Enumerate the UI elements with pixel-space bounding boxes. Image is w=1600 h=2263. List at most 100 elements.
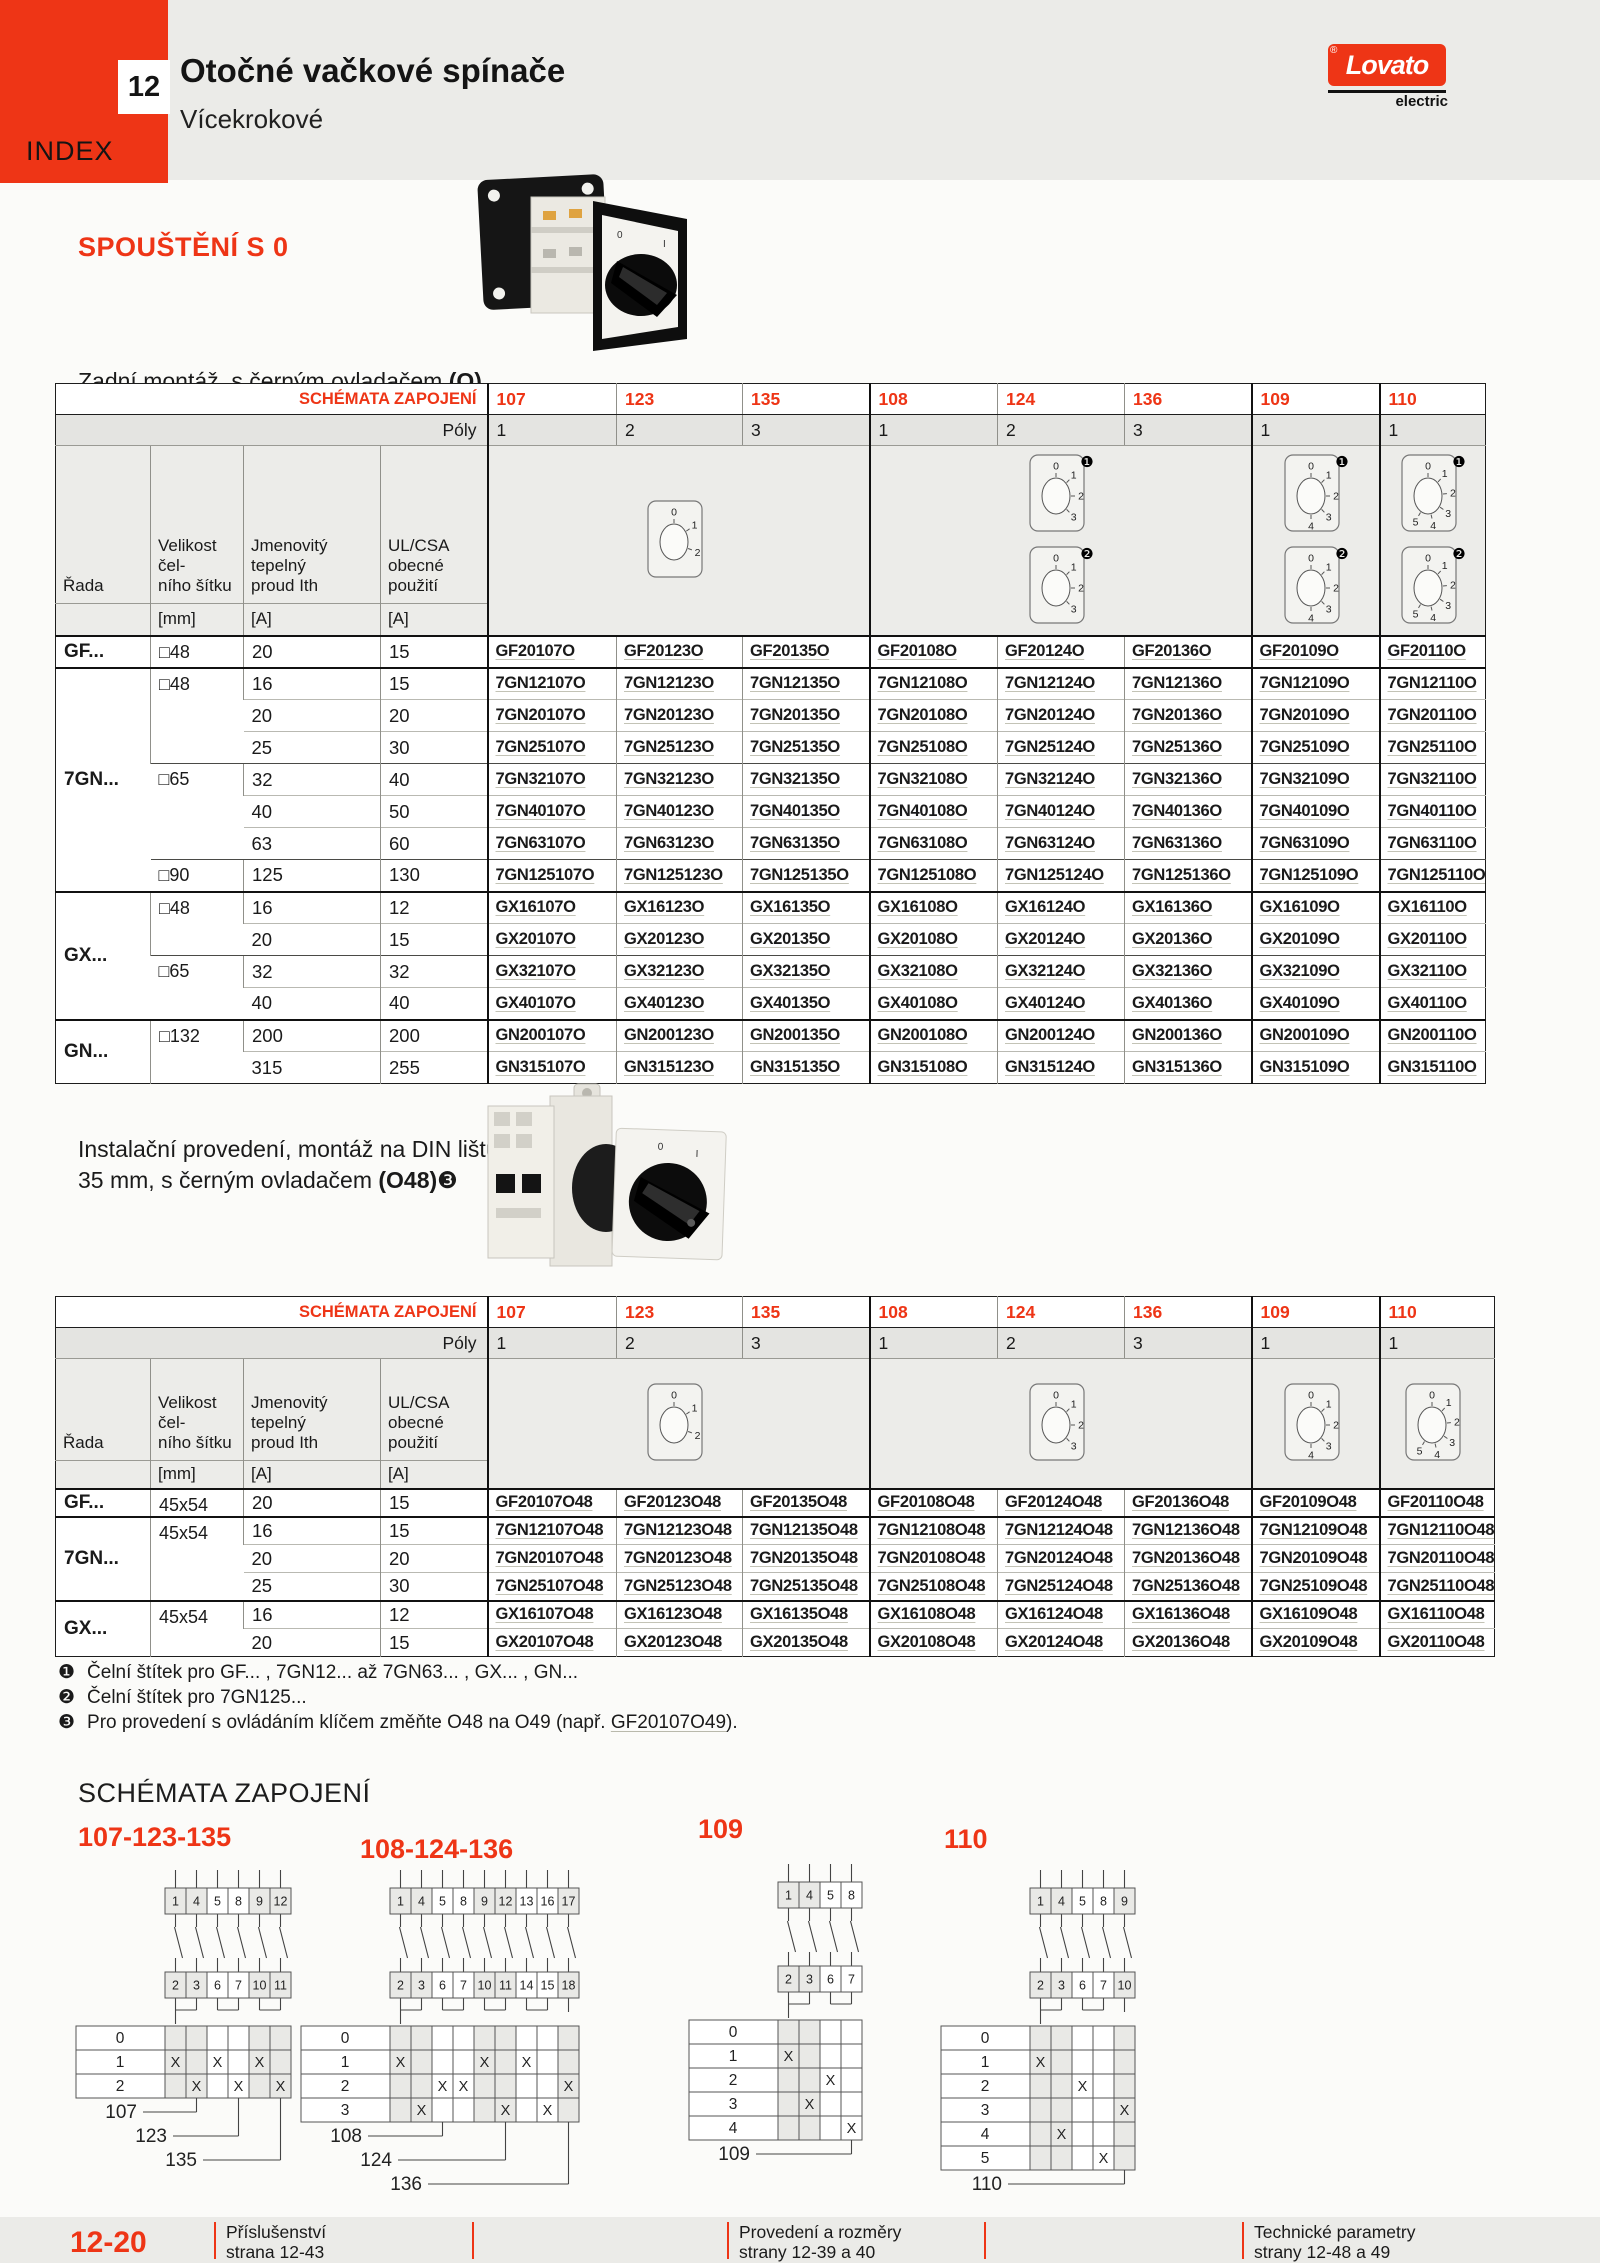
catalog-code[interactable]: 7GN32108O: [868, 763, 998, 796]
catalog-code[interactable]: 7GN32110O: [1378, 763, 1486, 796]
catalog-code[interactable]: GF20123O48: [616, 1487, 743, 1517]
catalog-code[interactable]: 7GN20108O48: [868, 1544, 998, 1573]
catalog-code[interactable]: 7GN25136O: [1124, 731, 1252, 764]
catalog-code[interactable]: 7GN25124O48: [997, 1572, 1125, 1601]
catalog-code[interactable]: GX20109O: [1250, 923, 1380, 956]
catalog-code[interactable]: GX20108O: [868, 923, 998, 956]
catalog-code[interactable]: 7GN32109O: [1250, 763, 1380, 796]
catalog-code[interactable]: GF20135O: [742, 634, 870, 668]
catalog-code[interactable]: 7GN63123O: [616, 827, 743, 860]
catalog-code[interactable]: GN200135O: [742, 1018, 870, 1052]
catalog-code[interactable]: GX32136O: [1124, 955, 1252, 988]
catalog-code[interactable]: GX16109O: [1250, 890, 1380, 924]
catalog-code[interactable]: 7GN63124O: [997, 827, 1125, 860]
catalog-code[interactable]: 7GN63107O: [486, 827, 617, 860]
catalog-code[interactable]: 7GN12124O: [997, 666, 1125, 700]
catalog-code[interactable]: 7GN125109O: [1250, 859, 1380, 892]
catalog-code[interactable]: GF20124O: [997, 634, 1125, 668]
catalog-code[interactable]: 7GN63135O: [742, 827, 870, 860]
catalog-code[interactable]: 7GN32136O: [1124, 763, 1252, 796]
catalog-code[interactable]: 7GN40136O: [1124, 795, 1252, 828]
catalog-code[interactable]: GX32109O: [1250, 955, 1380, 988]
catalog-code[interactable]: 7GN40135O: [742, 795, 870, 828]
footnote-code-link[interactable]: GF20107O49: [610, 1712, 727, 1733]
catalog-code[interactable]: 7GN12135O48: [742, 1515, 870, 1545]
catalog-code[interactable]: GX20124O: [997, 923, 1125, 956]
catalog-code[interactable]: GX16107O: [486, 890, 617, 924]
catalog-code[interactable]: GN200123O: [616, 1018, 743, 1052]
catalog-code[interactable]: 7GN63108O: [868, 827, 998, 860]
catalog-code[interactable]: 7GN25110O48: [1378, 1572, 1495, 1601]
catalog-code[interactable]: 7GN40123O: [616, 795, 743, 828]
catalog-code[interactable]: 7GN125110O: [1378, 859, 1486, 892]
catalog-code[interactable]: GX20108O48: [868, 1628, 998, 1657]
catalog-code[interactable]: GF20110O48: [1378, 1487, 1495, 1517]
catalog-code[interactable]: 7GN25109O: [1250, 731, 1380, 764]
catalog-code[interactable]: GN315110O: [1378, 1051, 1486, 1084]
footer-link-technical[interactable]: Technické parametry strany 12-48 a 49: [1254, 2222, 1416, 2262]
catalog-code[interactable]: 7GN32123O: [616, 763, 743, 796]
catalog-code[interactable]: 7GN25124O: [997, 731, 1125, 764]
catalog-code[interactable]: 7GN40110O: [1378, 795, 1486, 828]
catalog-code[interactable]: GX20136O48: [1124, 1628, 1252, 1657]
catalog-code[interactable]: GF20123O: [616, 634, 743, 668]
catalog-code[interactable]: GF20124O48: [997, 1487, 1125, 1517]
catalog-code[interactable]: GN315123O: [616, 1051, 743, 1084]
catalog-code[interactable]: GF20108O: [868, 634, 998, 668]
catalog-code[interactable]: GX20110O: [1378, 923, 1486, 956]
catalog-code[interactable]: GX40136O: [1124, 987, 1252, 1020]
catalog-code[interactable]: 7GN20136O48: [1124, 1544, 1252, 1573]
catalog-code[interactable]: GX40107O: [486, 987, 617, 1020]
catalog-code[interactable]: GX20107O: [486, 923, 617, 956]
index-label[interactable]: INDEX: [26, 136, 114, 166]
catalog-code[interactable]: 7GN12110O48: [1378, 1515, 1495, 1545]
catalog-code[interactable]: GN200109O: [1250, 1018, 1380, 1052]
catalog-code[interactable]: GF20107O48: [486, 1487, 617, 1517]
catalog-code[interactable]: 7GN63136O: [1124, 827, 1252, 860]
catalog-code[interactable]: 7GN12124O48: [997, 1515, 1125, 1545]
catalog-code[interactable]: GX40110O: [1378, 987, 1486, 1020]
catalog-code[interactable]: GF20109O: [1250, 634, 1380, 668]
catalog-code[interactable]: 7GN32107O: [486, 763, 617, 796]
catalog-code[interactable]: 7GN12108O: [868, 666, 998, 700]
catalog-code[interactable]: 7GN20110O48: [1378, 1544, 1495, 1573]
catalog-code[interactable]: 7GN25123O48: [616, 1572, 743, 1601]
catalog-code[interactable]: GX32123O: [616, 955, 743, 988]
catalog-code[interactable]: GX16107O48: [486, 1599, 617, 1629]
catalog-code[interactable]: GN315107O: [486, 1051, 617, 1084]
catalog-code[interactable]: GF20108O48: [868, 1487, 998, 1517]
catalog-code[interactable]: 7GN25136O48: [1124, 1572, 1252, 1601]
catalog-code[interactable]: 7GN25108O: [868, 731, 998, 764]
catalog-code[interactable]: GN315124O: [997, 1051, 1125, 1084]
catalog-code[interactable]: GN200124O: [997, 1018, 1125, 1052]
catalog-code[interactable]: 7GN12107O48: [486, 1515, 617, 1545]
catalog-code[interactable]: 7GN12107O: [486, 666, 617, 700]
catalog-code[interactable]: 7GN63109O: [1250, 827, 1380, 860]
catalog-code[interactable]: GN315136O: [1124, 1051, 1252, 1084]
catalog-code[interactable]: 7GN25123O: [616, 731, 743, 764]
catalog-code[interactable]: 7GN20136O: [1124, 699, 1252, 732]
catalog-code[interactable]: 7GN40109O: [1250, 795, 1380, 828]
catalog-code[interactable]: 7GN40107O: [486, 795, 617, 828]
catalog-code[interactable]: 7GN25135O48: [742, 1572, 870, 1601]
footer-link-dimensions[interactable]: Provedení a rozměry strany 12-39 a 40: [739, 2222, 902, 2262]
catalog-code[interactable]: GX16109O48: [1250, 1599, 1380, 1629]
catalog-code[interactable]: 7GN125136O: [1124, 859, 1252, 892]
catalog-code[interactable]: 7GN25107O: [486, 731, 617, 764]
catalog-code[interactable]: GX16135O48: [742, 1599, 870, 1629]
catalog-code[interactable]: 7GN20109O48: [1250, 1544, 1380, 1573]
catalog-code[interactable]: GN315108O: [868, 1051, 998, 1084]
catalog-code[interactable]: 7GN20135O: [742, 699, 870, 732]
catalog-code[interactable]: 7GN20107O48: [486, 1544, 617, 1573]
catalog-code[interactable]: GF20136O: [1124, 634, 1252, 668]
catalog-code[interactable]: 7GN12123O: [616, 666, 743, 700]
catalog-code[interactable]: GX40135O: [742, 987, 870, 1020]
catalog-code[interactable]: 7GN125124O: [997, 859, 1125, 892]
catalog-code[interactable]: GX32110O: [1378, 955, 1486, 988]
catalog-code[interactable]: 7GN25135O: [742, 731, 870, 764]
catalog-code[interactable]: 7GN63110O: [1378, 827, 1486, 860]
catalog-code[interactable]: 7GN20123O: [616, 699, 743, 732]
catalog-code[interactable]: 7GN20135O48: [742, 1544, 870, 1573]
catalog-code[interactable]: GX16135O: [742, 890, 870, 924]
catalog-code[interactable]: 7GN125135O: [742, 859, 870, 892]
